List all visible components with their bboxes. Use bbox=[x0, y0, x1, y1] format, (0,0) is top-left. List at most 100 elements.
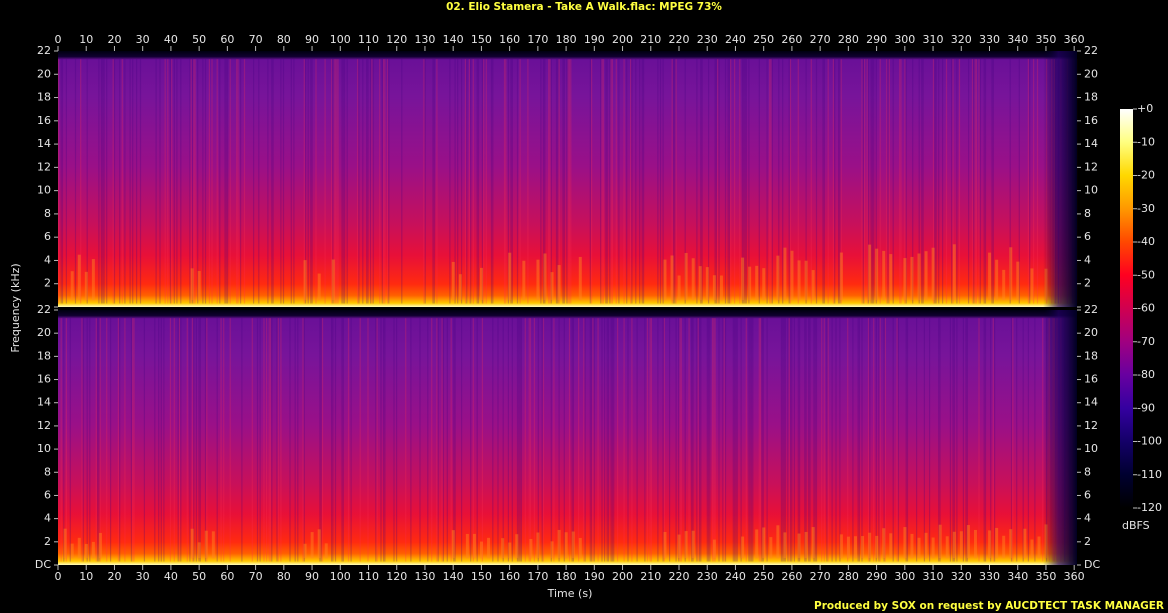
texture bbox=[797, 59, 799, 304]
texture bbox=[958, 59, 961, 304]
texture bbox=[951, 59, 953, 304]
texture bbox=[722, 318, 724, 562]
x-tick-label: 350 bbox=[1035, 33, 1056, 46]
texture bbox=[113, 59, 116, 304]
texture bbox=[508, 542, 512, 559]
texture bbox=[366, 59, 368, 304]
x-tick-label: 20 bbox=[107, 33, 121, 46]
texture bbox=[253, 59, 255, 304]
x-tick-label: 320 bbox=[951, 33, 972, 46]
channel-panel bbox=[58, 310, 1077, 565]
texture bbox=[70, 543, 74, 559]
texture bbox=[223, 318, 225, 562]
texture bbox=[206, 318, 208, 562]
colorbar bbox=[1120, 109, 1133, 508]
texture bbox=[84, 543, 88, 559]
texture bbox=[376, 318, 378, 562]
texture bbox=[191, 59, 194, 304]
x-tick-label: 0 bbox=[55, 570, 62, 583]
texture bbox=[282, 59, 285, 304]
texture bbox=[718, 318, 720, 562]
texture bbox=[129, 59, 131, 304]
texture bbox=[195, 318, 197, 562]
texture bbox=[451, 261, 455, 301]
texture bbox=[1029, 59, 1031, 304]
texture bbox=[550, 318, 552, 562]
texture bbox=[502, 318, 504, 562]
texture bbox=[536, 259, 540, 301]
y-tick-label: 16 bbox=[1084, 373, 1098, 386]
x-tick-label: 250 bbox=[753, 570, 774, 583]
texture bbox=[476, 318, 478, 562]
x-tick-label: 200 bbox=[612, 33, 633, 46]
texture bbox=[143, 318, 145, 562]
texture bbox=[190, 59, 192, 304]
texture bbox=[470, 59, 472, 304]
texture bbox=[715, 59, 717, 304]
texture bbox=[988, 530, 992, 559]
texture bbox=[465, 533, 469, 559]
x-tick-label: 240 bbox=[725, 570, 746, 583]
y-tick-label: 2 bbox=[1084, 535, 1091, 548]
texture bbox=[216, 59, 218, 304]
texture bbox=[451, 530, 455, 559]
texture bbox=[684, 59, 686, 304]
texture bbox=[507, 59, 509, 304]
y-tick-label: 22 bbox=[1084, 44, 1098, 57]
texture bbox=[831, 318, 833, 562]
texture bbox=[932, 59, 935, 304]
y-tick-label: 6 bbox=[44, 488, 51, 501]
texture bbox=[1009, 529, 1013, 559]
texture bbox=[644, 318, 646, 562]
texture bbox=[611, 318, 613, 562]
texture bbox=[878, 318, 880, 562]
texture bbox=[505, 59, 507, 304]
texture bbox=[1010, 318, 1013, 562]
x-tick-label: 70 bbox=[249, 570, 263, 583]
x-tick-label: 20 bbox=[107, 570, 121, 583]
texture bbox=[251, 318, 253, 562]
texture bbox=[450, 318, 452, 562]
texture bbox=[375, 318, 377, 562]
texture bbox=[788, 318, 790, 562]
texture bbox=[956, 59, 958, 304]
texture bbox=[176, 59, 178, 304]
texture bbox=[289, 318, 291, 562]
x-tick-label: 130 bbox=[414, 33, 435, 46]
texture bbox=[557, 529, 561, 559]
texture bbox=[643, 59, 645, 304]
texture bbox=[789, 318, 792, 562]
texture bbox=[189, 318, 191, 562]
texture bbox=[186, 318, 188, 562]
texture bbox=[684, 531, 688, 559]
texture bbox=[922, 59, 924, 304]
texture bbox=[870, 59, 872, 304]
texture bbox=[815, 59, 818, 304]
texture bbox=[384, 59, 386, 304]
texture bbox=[80, 59, 82, 304]
texture bbox=[917, 253, 921, 301]
texture bbox=[992, 59, 994, 304]
texture bbox=[324, 59, 326, 304]
x-tick-label: 190 bbox=[584, 33, 605, 46]
texture bbox=[897, 318, 899, 562]
texture bbox=[697, 318, 699, 562]
texture bbox=[988, 252, 992, 301]
texture bbox=[315, 59, 317, 304]
texture bbox=[815, 318, 818, 562]
texture bbox=[805, 59, 807, 304]
texture bbox=[971, 59, 974, 304]
x-tick-label: 140 bbox=[443, 33, 464, 46]
texture bbox=[290, 59, 292, 304]
texture bbox=[917, 537, 921, 559]
texture bbox=[564, 532, 568, 559]
texture bbox=[646, 318, 649, 562]
texture bbox=[723, 318, 725, 562]
y-tick-label: 14 bbox=[1084, 396, 1098, 409]
texture bbox=[889, 533, 893, 559]
texture bbox=[719, 275, 723, 301]
texture bbox=[437, 318, 439, 562]
texture bbox=[679, 318, 681, 562]
texture bbox=[675, 59, 677, 304]
texture bbox=[589, 318, 591, 562]
